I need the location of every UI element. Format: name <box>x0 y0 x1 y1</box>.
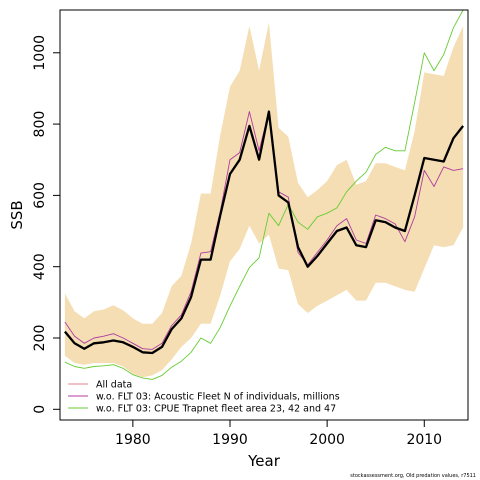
footnote: stockassessment.org, Old predation value… <box>350 473 476 479</box>
y-tick-label: 400 <box>32 253 48 280</box>
x-axis: 1980 1990 2000 2010 <box>115 420 442 448</box>
plot-frame <box>59 9 469 421</box>
legend-label: w.o. FLT 03: Acoustic Fleet N of individ… <box>96 392 340 403</box>
confidence-band <box>64 22 464 378</box>
x-axis-title: Year <box>247 452 281 470</box>
y-tick-label: 200 <box>32 325 48 352</box>
x-tick-label: 1990 <box>212 432 248 448</box>
y-tick-label: 1000 <box>32 35 48 71</box>
confidence-band-layer <box>64 22 464 378</box>
x-tick-label: 2010 <box>406 432 442 448</box>
legend-label: All data <box>96 380 132 391</box>
series-line-1 <box>64 110 465 355</box>
legend-label: w.o. FLT 03: CPUE Trapnet fleet area 23,… <box>96 404 336 415</box>
y-axis: 0 200 400 600 800 1000 <box>32 35 60 414</box>
y-tick-label: 0 <box>32 405 48 414</box>
series-lines-layer <box>64 10 465 380</box>
x-tick-label: 1980 <box>115 432 151 448</box>
y-axis-title: SSB <box>8 200 26 229</box>
x-tick-label: 2000 <box>309 432 345 448</box>
y-tick-label: 600 <box>32 182 48 209</box>
series-line-3 <box>64 10 464 380</box>
y-tick-label: 800 <box>32 111 48 138</box>
